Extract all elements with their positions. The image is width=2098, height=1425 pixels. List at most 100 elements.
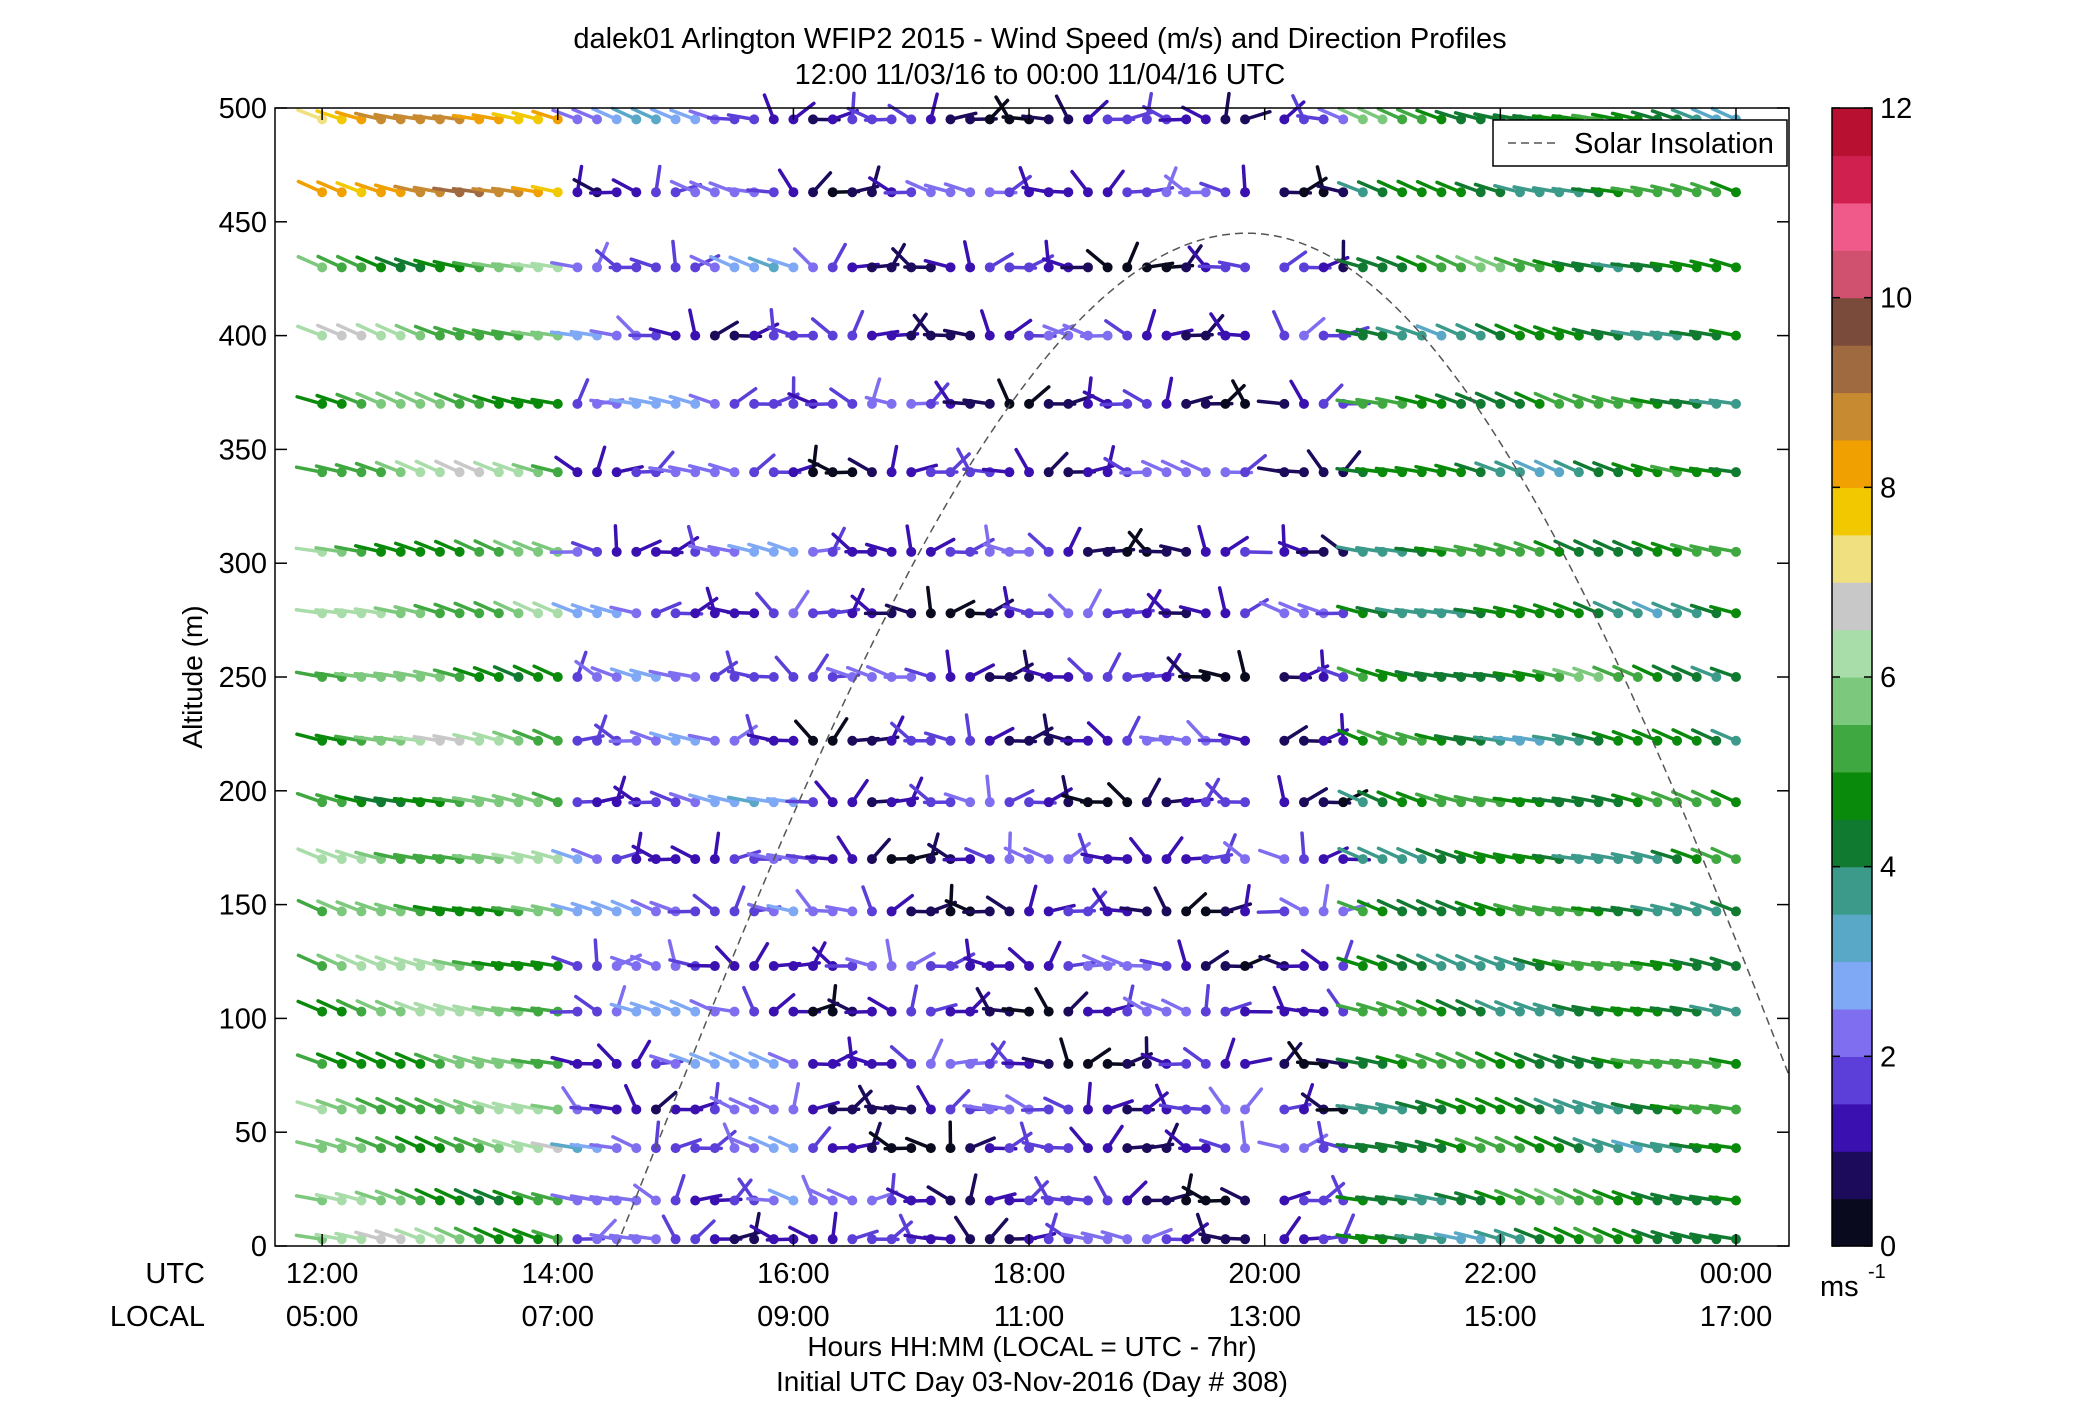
- wind-barb-dot: [317, 1006, 328, 1017]
- wind-barb-dot: [729, 398, 740, 409]
- wind-barb-dot: [886, 1058, 897, 1069]
- wind-barb-dot: [1004, 187, 1015, 198]
- wind-barb-dot: [670, 1195, 681, 1206]
- wind-barb-dot: [572, 906, 583, 917]
- wind-barb-dot: [847, 467, 858, 478]
- wind-barb-dot: [1632, 546, 1643, 557]
- wind-barb-dot: [1024, 854, 1035, 865]
- wind-barb-dot: [1495, 1195, 1506, 1206]
- wind-barb-dot: [827, 608, 838, 619]
- wind-barb-dot: [1318, 735, 1329, 746]
- wind-barb-dot: [1181, 1058, 1192, 1069]
- wind-barb-dot: [1298, 1143, 1309, 1154]
- wind-barb-dot: [945, 906, 956, 917]
- wind-barb-dot: [768, 1104, 779, 1115]
- wind-barb-dot: [749, 546, 760, 557]
- wind-barb-dot: [1318, 398, 1329, 409]
- wind-barb-dot: [1102, 1234, 1113, 1245]
- wind-barb-dot: [945, 1006, 956, 1017]
- y-tick-label: 50: [235, 1117, 267, 1149]
- wind-barb-dot: [1573, 467, 1584, 478]
- wind-barb-dot: [690, 330, 701, 341]
- wind-barb-dot: [1318, 1195, 1329, 1206]
- wind-barb-dot: [729, 262, 740, 273]
- wind-barb-dot: [670, 546, 681, 557]
- wind-barb-dot: [376, 1104, 387, 1115]
- wind-barb-dot: [866, 262, 877, 273]
- wind-barb-dot: [1240, 797, 1251, 808]
- wind-barb-dot: [945, 1195, 956, 1206]
- wind-barb-dot: [631, 608, 642, 619]
- wind-barb-dot: [1397, 330, 1408, 341]
- wind-barb-dot: [866, 1143, 877, 1154]
- wind-barb-dot: [1063, 797, 1074, 808]
- wind-barb-dot: [1573, 608, 1584, 619]
- wind-barb-dot: [1593, 1195, 1604, 1206]
- wind-barb-dot: [788, 546, 799, 557]
- wind-barb-dot: [886, 1234, 897, 1245]
- wind-barb-dot: [1082, 608, 1093, 619]
- wind-barb-dot: [1377, 1006, 1388, 1017]
- y-tick-label: 0: [251, 1231, 267, 1263]
- wind-barb-dot: [866, 906, 877, 917]
- wind-barb-dot: [1416, 1143, 1427, 1154]
- wind-barb-dot: [729, 1006, 740, 1017]
- wind-barb-dot: [1043, 735, 1054, 746]
- wind-barb-dot: [474, 735, 485, 746]
- wind-barb-dot: [984, 1234, 995, 1245]
- colorbar-segment: [1832, 345, 1872, 394]
- wind-barb-dot: [552, 906, 563, 917]
- wind-barb-dot: [788, 467, 799, 478]
- wind-barb-dot: [925, 608, 936, 619]
- wind-barb-dot: [670, 262, 681, 273]
- wind-barb-dot: [1240, 546, 1251, 557]
- wind-barb-dot: [592, 906, 603, 917]
- wind-barb-dot: [1102, 608, 1113, 619]
- wind-barb-dot: [1043, 546, 1054, 557]
- wind-barb-dot: [1475, 467, 1486, 478]
- wind-barb-dot: [906, 398, 917, 409]
- wind-barb-dot: [650, 906, 661, 917]
- wind-barb-dot: [434, 467, 445, 478]
- wind-barb-dot: [945, 672, 956, 682]
- wind-barb-dot: [1377, 961, 1388, 972]
- wind-barb-dot: [1691, 797, 1702, 808]
- wind-barb-dot: [1514, 1195, 1525, 1206]
- wind-barb-dot: [650, 1234, 661, 1245]
- wind-barb-dot: [749, 906, 760, 917]
- wind-barb-dot: [1004, 398, 1015, 409]
- wind-barb-dot: [1573, 1143, 1584, 1154]
- wind-barb-dot: [1338, 906, 1349, 917]
- wind-barb-dot: [1357, 262, 1368, 273]
- wind-barb-dot: [1181, 735, 1192, 746]
- wind-barb-dot: [317, 961, 328, 972]
- wind-barb-dot: [808, 1104, 819, 1115]
- x-tick-label-utc: 14:00: [521, 1258, 594, 1290]
- wind-barb-dot: [611, 546, 622, 557]
- wind-barb-dot: [690, 262, 701, 273]
- wind-barb-dot: [336, 330, 347, 341]
- wind-barb-dot: [1357, 906, 1368, 917]
- wind-barb-dot: [1357, 1006, 1368, 1017]
- wind-barb-dot: [1082, 546, 1093, 557]
- wind-barb-dot: [1298, 1234, 1309, 1245]
- wind-barb-dot: [965, 608, 976, 619]
- wind-barb-dot: [984, 672, 995, 682]
- wind-barb-dot: [1613, 797, 1624, 808]
- wind-barb-dot: [847, 1058, 858, 1069]
- wind-barb-dot: [1416, 262, 1427, 273]
- colorbar-tick-label: 10: [1880, 283, 1912, 315]
- wind-barb-dot: [1416, 961, 1427, 972]
- wind-barb-dot: [965, 672, 976, 682]
- wind-barb-dot: [1240, 1104, 1251, 1115]
- wind-barb-dot: [1338, 114, 1349, 125]
- solar-insolation-curve: [616, 232, 1790, 1247]
- wind-barb-dot: [1573, 1234, 1584, 1245]
- wind-barb-dot: [474, 1234, 485, 1245]
- wind-barb-dot: [376, 1006, 387, 1017]
- wind-barb-dot: [1279, 262, 1290, 273]
- wind-barb-dot: [513, 672, 524, 682]
- wind-barb-dot: [1475, 262, 1486, 273]
- wind-barb-dot: [1711, 735, 1722, 746]
